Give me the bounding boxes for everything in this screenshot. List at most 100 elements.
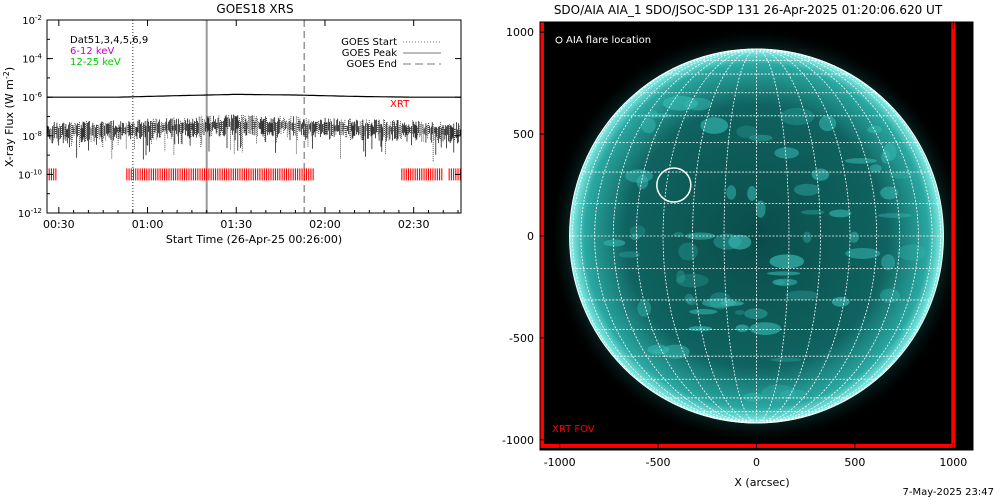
aia-y-tick-label: -500 <box>509 332 534 345</box>
flare-location-marker <box>656 167 692 203</box>
goes-long-channel-curve <box>47 93 461 98</box>
active-region <box>818 115 837 132</box>
active-region <box>684 293 694 304</box>
active-region <box>897 244 926 261</box>
grid-longitude-line <box>662 48 757 424</box>
active-region <box>603 239 626 247</box>
active-region <box>662 95 698 111</box>
active-region <box>793 183 821 196</box>
grid-longitude-line <box>723 48 757 424</box>
active-region <box>629 225 646 238</box>
grid-longitude-line <box>571 48 757 424</box>
grid-longitude-line <box>635 48 757 424</box>
active-region <box>845 247 881 259</box>
active-region <box>844 158 877 164</box>
goes-x-tick-label: 01:30 <box>220 218 252 231</box>
active-region <box>785 290 819 300</box>
active-region <box>800 209 825 215</box>
grid-longitude-line <box>594 48 757 424</box>
active-region <box>700 117 729 134</box>
heliographic-grid <box>569 48 944 424</box>
goes-x-axis: 00:30 01:00 01:30 02:00 02:30 <box>43 20 459 231</box>
active-region <box>713 233 742 250</box>
active-region <box>766 271 801 276</box>
goes-xrt-coverage <box>47 168 461 181</box>
goes-y-tick-label: 10-10 <box>18 168 42 181</box>
grid-longitude-line <box>756 48 878 424</box>
active-region <box>688 326 713 332</box>
active-region <box>811 168 830 181</box>
aia-y-tick-label: 1000 <box>506 26 534 39</box>
active-region <box>831 297 850 307</box>
grid-longitude-line <box>580 48 757 424</box>
flare-legend-icon <box>555 36 563 44</box>
grid-longitude-line <box>756 48 901 424</box>
goes-y-tick-label: 10-8 <box>22 130 42 143</box>
active-region <box>625 169 653 183</box>
grid-longitude-line <box>756 48 851 424</box>
active-region <box>637 299 652 317</box>
active-region <box>662 344 690 359</box>
goes-x-tick-label: 02:30 <box>398 218 430 231</box>
goes-xrs-panel: GOES18 XRS 10-2 10-4 10-6 10-8 10-10 10-12 00… <box>0 0 480 260</box>
aia-y-tick-label: 0 <box>527 230 534 243</box>
active-region <box>881 254 896 271</box>
aia-x-tick-label: -1000 <box>544 456 576 469</box>
goes-y-axis: 10-2 10-4 10-6 10-8 10-10 10-12 <box>18 14 461 220</box>
xrt-fov-label: XRT FOV <box>552 424 595 435</box>
goes-channel-label: Dat51,3,4,5,6,9 <box>70 35 148 46</box>
goes-channel-label: 6-12 keV <box>70 46 114 57</box>
active-region <box>802 231 812 243</box>
active-region <box>678 242 698 261</box>
goes-plot-area <box>47 20 461 213</box>
active-region <box>689 309 718 315</box>
active-region <box>749 322 782 335</box>
active-region <box>889 172 914 179</box>
goes-channel-label: 12-25 keV <box>70 57 121 68</box>
goes-xrs-chart: GOES18 XRS 10-2 10-4 10-6 10-8 10-10 10-12 00… <box>2 2 462 246</box>
active-region <box>869 164 882 173</box>
grid-longitude-line <box>756 48 919 424</box>
aia-y-tick-label: 500 <box>513 128 534 141</box>
goes-y-axis-label: X-ray Flux (W m-2) <box>2 67 16 167</box>
solar-limb <box>569 48 944 424</box>
flare-legend-label: AIA flare location <box>566 35 651 46</box>
active-region <box>618 251 641 258</box>
aia-x-tick-label: 0 <box>753 456 760 469</box>
active-region <box>779 107 815 126</box>
active-region <box>774 279 785 286</box>
active-region <box>641 117 656 134</box>
active-region <box>675 273 709 288</box>
grid-longitude-line <box>692 48 757 424</box>
footer-date: 7-May-2025 23:47 <box>902 487 994 498</box>
active-region <box>780 389 808 400</box>
active-regions <box>603 95 926 403</box>
active-region <box>726 185 737 200</box>
goes-x-axis-label: Start Time (26-Apr-25 00:26:00) <box>166 233 342 246</box>
active-region <box>744 308 768 320</box>
xrt-fov-box <box>540 22 956 448</box>
active-region <box>743 392 764 403</box>
grid-longitude-line <box>756 48 933 424</box>
active-region <box>734 310 745 315</box>
goes-y-tick-label: 10-6 <box>22 91 42 104</box>
aia-title: SDO/AIA AIA_1 SDO/JSOC-SDP 131 26-Apr-20… <box>554 3 943 17</box>
active-region <box>747 186 757 201</box>
active-region <box>849 231 859 243</box>
goes-x-tick-label: 02:00 <box>309 218 341 231</box>
goes-x-tick-label: 00:30 <box>43 218 75 231</box>
active-region <box>880 186 899 200</box>
active-region <box>676 270 686 283</box>
aia-x-tick-label: 500 <box>844 456 865 469</box>
goes-y-tick-label: 10-12 <box>18 207 42 220</box>
goes-y-tick-label: 10-4 <box>22 53 42 66</box>
aia-x-axis-label: X (arcsec) <box>734 476 789 489</box>
goes-legend-label: GOES Start <box>341 37 397 48</box>
active-region <box>735 324 749 332</box>
aia-x-tick-label: -500 <box>646 456 671 469</box>
active-region <box>770 357 803 362</box>
aia-image-panel: SDO/AIA AIA_1 SDO/JSOC-SDP 131 26-Apr-20… <box>490 0 1000 500</box>
active-region <box>708 292 732 310</box>
